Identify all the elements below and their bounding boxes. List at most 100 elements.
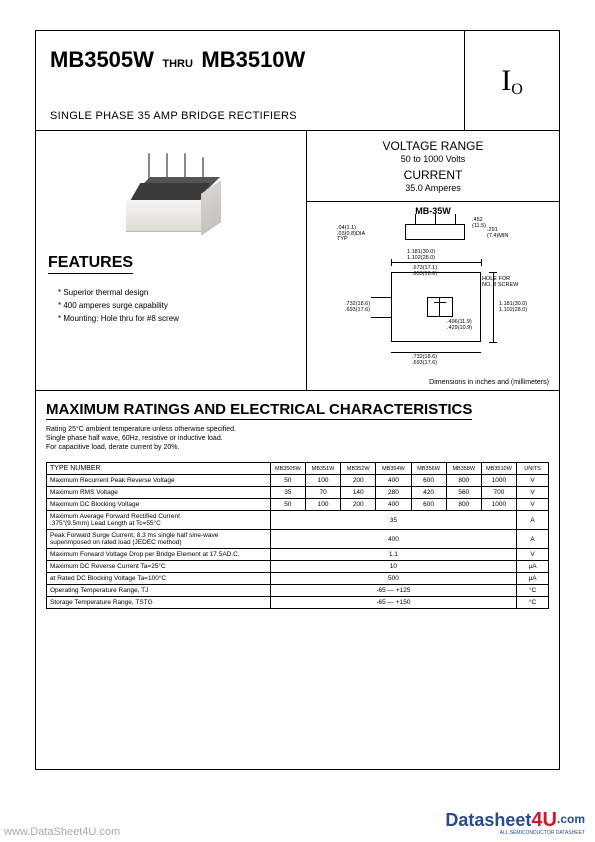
table-unit-cell: µA xyxy=(517,561,549,573)
logo-box: IO xyxy=(464,31,559,130)
brand-part-3: .com xyxy=(557,812,585,826)
pkg-label: .04(1.1) .03(0.8)DIA TYP xyxy=(337,226,365,243)
dimension-caption: Dimensions in inches and (millimeters) xyxy=(429,379,549,386)
package-title: MB-35W xyxy=(307,206,559,216)
table-value-cell: 100 xyxy=(305,499,340,511)
ratings-heading-text: MAXIMUM RATINGS AND ELECTRICAL CHARACTER… xyxy=(46,401,472,420)
table-label-cell: at Rated DC Blocking Voltage Ta=100°C xyxy=(47,573,271,585)
table-row: Maximum RMS Voltage3570140280420560700V xyxy=(47,487,549,499)
table-value-cell: 560 xyxy=(446,487,481,499)
table-header-cell: MB356W xyxy=(411,463,446,475)
voltage-label: VOLTAGE RANGE xyxy=(313,139,553,153)
table-value-cell: 600 xyxy=(411,499,446,511)
pkg-label: HOLE FOR NO. 8 SCREW xyxy=(482,277,518,288)
header-left: MB3505W THRU MB3510W SINGLE PHASE 35 AMP… xyxy=(36,31,464,130)
pkg-inner-rect xyxy=(427,297,453,317)
table-unit-cell: A xyxy=(517,511,549,530)
current-value: 35.0 Amperes xyxy=(313,183,553,193)
table-row: Maximum Recurrent Peak Reverse Voltage50… xyxy=(47,475,549,487)
features-panel: FEATURES * Superior thermal design * 400 … xyxy=(36,131,306,390)
table-row: Maximum Average Forward Rectified Curren… xyxy=(47,511,549,530)
table-value-cell: 280 xyxy=(376,487,411,499)
feature-item: * 400 amperes surge capability xyxy=(58,301,294,310)
pkg-line-icon xyxy=(455,214,456,224)
table-label-cell: Maximum DC Blocking Voltage xyxy=(47,499,271,511)
table-label-cell: Maximum DC Reverse Current Ta=25°C xyxy=(47,561,271,573)
table-header-cell: MB3510W xyxy=(481,463,516,475)
table-label-cell: Operating Temperature Range, TJ xyxy=(47,585,271,597)
table-value-cell: 50 xyxy=(270,499,305,511)
features-heading-text: FEATURES xyxy=(48,254,133,274)
pkg-label: .496(11.9) .429(10.9) xyxy=(447,320,472,331)
spec-panel: VOLTAGE RANGE 50 to 1000 Volts CURRENT 3… xyxy=(306,131,559,390)
table-header-cell: MB352W xyxy=(341,463,376,475)
pkg-line-icon xyxy=(434,302,446,303)
table-label-cell: Storage Temperature Range, TSTG xyxy=(47,597,271,609)
table-label-cell: Peak Forward Surge Current, 8.3 ms singl… xyxy=(47,530,271,549)
table-span-cell: -65 — +150 xyxy=(270,597,516,609)
table-header-cell: TYPE NUMBER xyxy=(47,463,271,475)
table-header-cell: MB3505W xyxy=(270,463,305,475)
table-unit-cell: V xyxy=(517,549,549,561)
subtitle: SINGLE PHASE 35 AMP BRIDGE RECTIFIERS xyxy=(50,110,450,122)
table-row: Maximum DC Reverse Current Ta=25°C10µA xyxy=(47,561,549,573)
table-value-cell: 1000 xyxy=(481,499,516,511)
brand-part-2: 4U xyxy=(531,809,557,831)
table-value-cell: 200 xyxy=(341,475,376,487)
table-span-cell: 500 xyxy=(270,573,516,585)
watermark-text: www.DataSheet4U.com xyxy=(4,826,120,838)
feature-item: * Superior thermal design xyxy=(58,288,294,297)
table-unit-cell: V xyxy=(517,487,549,499)
table-unit-cell: A xyxy=(517,530,549,549)
pkg-line-icon xyxy=(391,259,392,266)
pkg-line-icon xyxy=(481,259,482,266)
current-label: CURRENT xyxy=(313,168,553,182)
pkg-line-icon xyxy=(391,262,481,263)
table-value-cell: 400 xyxy=(376,499,411,511)
table-row: Maximum DC Blocking Voltage5010020040060… xyxy=(47,499,549,511)
table-value-cell: 1000 xyxy=(481,475,516,487)
table-value-cell: 600 xyxy=(411,475,446,487)
pkg-line-icon xyxy=(489,272,497,273)
table-value-cell: 420 xyxy=(411,487,446,499)
pkg-line-icon xyxy=(435,214,436,224)
pkg-line-icon xyxy=(371,297,391,298)
pkg-label: 1.181(30.0) 1.102(28.0) xyxy=(407,250,435,261)
ratings-note-line: Single phase half wave, 60Hz, resistive … xyxy=(46,435,549,444)
mid-row: FEATURES * Superior thermal design * 400 … xyxy=(36,131,559,391)
table-span-cell: 1.1 xyxy=(270,549,516,561)
pkg-label: .673(17.1) .653(16.6) xyxy=(412,266,437,277)
cube-front-icon xyxy=(126,200,201,232)
ratings-notes: Rating 25°C ambient temperature unless o… xyxy=(46,426,549,452)
table-value-cell: 70 xyxy=(305,487,340,499)
table-unit-cell: V xyxy=(517,499,549,511)
table-value-cell: 100 xyxy=(305,475,340,487)
table-label-cell: Maximum Average Forward Rectified Curren… xyxy=(47,511,271,530)
voltage-value: 50 to 1000 Volts xyxy=(313,154,553,164)
table-value-cell: 800 xyxy=(446,475,481,487)
table-label-cell: Maximum Forward Voltage Drop per Bridge … xyxy=(47,549,271,561)
table-row: Maximum Forward Voltage Drop per Bridge … xyxy=(47,549,549,561)
pkg-label: .291 (7.4)MIN xyxy=(487,228,508,239)
pkg-line-icon xyxy=(371,317,391,318)
table-header-cell: MB351W xyxy=(305,463,340,475)
table-span-cell: 35 xyxy=(270,511,516,530)
table-row: Peak Forward Surge Current, 8.3 ms singl… xyxy=(47,530,549,549)
table-row: Operating Temperature Range, TJ-65 — +12… xyxy=(47,585,549,597)
title-to: MB3510W xyxy=(201,47,305,72)
table-header-cell: UNITS xyxy=(517,463,549,475)
brand-part-1: Datasheet xyxy=(445,810,531,830)
title-line: MB3505W THRU MB3510W xyxy=(50,47,450,73)
pkg-line-icon xyxy=(415,214,416,224)
table-label-cell: Maximum RMS Voltage xyxy=(47,487,271,499)
table-value-cell: 400 xyxy=(376,475,411,487)
logo-io: IO xyxy=(501,64,523,98)
header-row: MB3505W THRU MB3510W SINGLE PHASE 35 AMP… xyxy=(36,31,559,131)
title-thru: THRU xyxy=(162,58,193,70)
table-header-cell: MB354W xyxy=(376,463,411,475)
table-unit-cell: °C xyxy=(517,597,549,609)
table-unit-cell: µA xyxy=(517,573,549,585)
table-value-cell: 200 xyxy=(341,499,376,511)
ratings-table: TYPE NUMBERMB3505WMB351WMB352WMB354WMB35… xyxy=(46,462,549,609)
component-image xyxy=(116,151,226,236)
